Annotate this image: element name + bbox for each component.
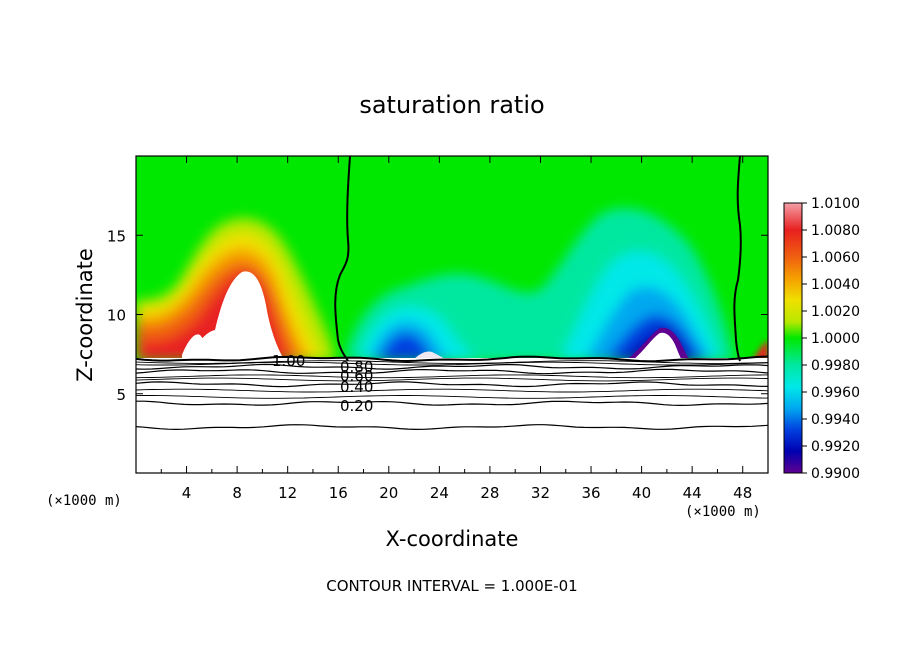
x-tick-label: 4 (182, 484, 192, 502)
contour-line-minor (135, 361, 769, 366)
x-tick-label: 16 (329, 484, 348, 502)
colorbar-label: 0.9960 (811, 385, 860, 401)
contour-line-minor (135, 377, 769, 382)
contour-label-0.20: 0.20 (340, 397, 373, 415)
colorbar-label: 1.0000 (811, 331, 860, 347)
contour-line (135, 368, 769, 375)
x-tick-label: 32 (531, 484, 550, 502)
contour-line (135, 381, 769, 388)
contour-interval-note: CONTOUR INTERVAL = 1.000E-01 (326, 577, 577, 595)
x-unit-label-right: (×1000 m) (685, 504, 761, 520)
contour-line (135, 355, 769, 363)
contour-line (136, 400, 769, 407)
contour-label-0.80: 0.80 (340, 358, 373, 376)
x-tick-label: 8 (232, 484, 242, 502)
contour-line-minor (135, 388, 769, 393)
contour-line-minor (135, 395, 769, 399)
contour-line (135, 424, 769, 431)
x-tick-label: 24 (430, 484, 449, 502)
contour-lines (135, 355, 769, 431)
x-tick-label: 12 (278, 484, 297, 502)
x-unit-label-left: (×1000 m) (46, 493, 122, 509)
contour-line-minor (135, 374, 769, 379)
x-tick-label: 40 (632, 484, 651, 502)
x-tick-label: 28 (480, 484, 499, 502)
colorbar-label: 1.0100 (811, 196, 860, 212)
colorbar (783, 202, 803, 474)
y-axis-ticks: 5 10 15 (107, 227, 768, 404)
contour-label-1.00: 1.00 (272, 352, 305, 370)
y-axis-title: Z-coordinate (73, 248, 97, 382)
colorbar-label: 0.9920 (811, 439, 860, 455)
colorbar-label: 0.9900 (811, 466, 860, 482)
colorbar-label: 1.0080 (811, 223, 860, 239)
colorbar-label: 0.9980 (811, 358, 860, 374)
x-tick-label: 20 (379, 484, 398, 502)
colorbar-label: 1.0020 (811, 304, 860, 320)
colorbar-labels: 1.0100 1.0080 1.0060 1.0040 1.0020 1.0000 0.99… (802, 196, 860, 482)
contour-label-0.60: 0.60 (340, 367, 373, 385)
chart-title: saturation ratio (359, 91, 544, 119)
y-tick-label: 15 (107, 227, 126, 245)
x-tick-label: 44 (683, 484, 702, 502)
y-tick-label: 5 (116, 386, 126, 404)
y-tick-label: 10 (107, 307, 126, 325)
colorbar-label: 1.0060 (811, 250, 860, 266)
x-axis-title: X-coordinate (386, 527, 519, 551)
contour-line (135, 363, 769, 370)
x-tick-label: 36 (581, 484, 600, 502)
x-tick-label: 48 (733, 484, 752, 502)
heatmap-field (136, 156, 768, 473)
colorbar-label: 1.0040 (811, 277, 860, 293)
colorbar-label: 0.9940 (811, 412, 860, 428)
contour-label-0.40: 0.40 (340, 378, 373, 396)
x-axis-ticks: 4 8 12 16 20 24 28 32 36 40 44 48 (160, 156, 752, 502)
